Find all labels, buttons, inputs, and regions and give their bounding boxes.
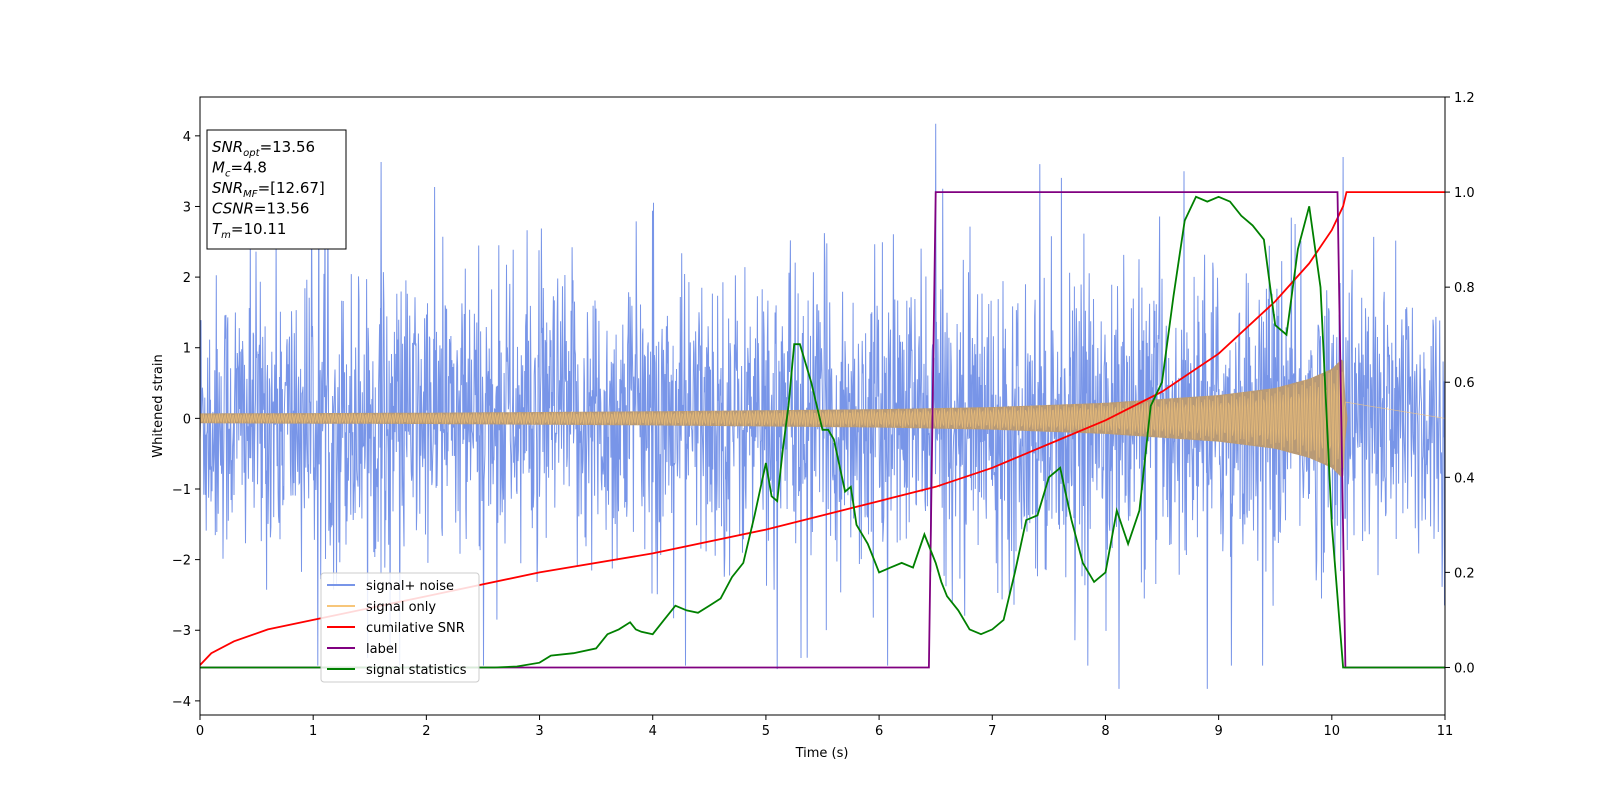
y-left-tick-label: 1 <box>183 342 191 357</box>
x-tick-label: 11 <box>1437 724 1454 739</box>
x-tick-label: 3 <box>535 724 543 739</box>
y-right-tick-label: 0.2 <box>1454 566 1475 581</box>
y-left-tick-label: 4 <box>183 130 191 145</box>
legend-frame <box>320 572 480 683</box>
series-signal-noise <box>200 123 1445 689</box>
x-tick-label: 2 <box>422 724 430 739</box>
x-tick-label: 7 <box>988 724 996 739</box>
y-left-tick-label: 3 <box>183 200 191 215</box>
x-tick-label: 6 <box>875 724 883 739</box>
annotation-line: CSNR=13.56 <box>212 200 309 218</box>
legend-label: cumilative SNR <box>366 621 465 636</box>
legend-label: signal only <box>366 600 436 615</box>
y-right-tick-label: 0.0 <box>1454 661 1475 676</box>
series-layer <box>200 123 1445 689</box>
y-right-tick-label: 0.8 <box>1454 281 1475 296</box>
legend-label: label <box>366 642 397 657</box>
series-cumilative-snr <box>200 191 1445 666</box>
annotation-frame <box>206 129 347 250</box>
x-axis-title: Time (s) <box>795 746 849 761</box>
y-left-tick-label: 0 <box>183 412 191 427</box>
x-tick-label: 9 <box>1214 724 1222 739</box>
y-right-tick-label: 0.4 <box>1454 471 1475 486</box>
axis-layer: 0 1 2 3 4 5 6 7 8 9 10 11 −4 −3 −2 −1 0 1 2 3 4 0.0 0.2 0.4 0.6 0… <box>172 91 1475 739</box>
y-right-tick-label: 1.2 <box>1454 91 1475 106</box>
y-right-tick-label: 0.6 <box>1454 376 1475 391</box>
legend-label: signal+ noise <box>366 579 454 594</box>
x-tick-label: 4 <box>649 724 657 739</box>
y-left-tick-label: −3 <box>172 624 191 639</box>
annotation-line: Tm=10.11 <box>212 220 286 241</box>
y-right-tick-label: 1.0 <box>1454 186 1475 201</box>
plot-frame <box>199 96 1446 716</box>
series-signal-only <box>200 361 1445 471</box>
x-tick-label: 8 <box>1101 724 1109 739</box>
x-tick-label: 10 <box>1324 724 1341 739</box>
y-left-tick-label: 2 <box>183 271 191 286</box>
annotation-box: SNRopt=13.56Mc=4.8SNRMF=[12.67]CSNR=13.5… <box>206 129 347 250</box>
annotation-line: SNRMF=[12.67] <box>212 179 325 200</box>
legend: signal+ noise signal only cumilative SNR la… <box>320 572 480 683</box>
legend-label: signal statistics <box>366 663 467 678</box>
x-tick-label: 1 <box>309 724 317 739</box>
annotation-line: SNRopt=13.56 <box>212 138 315 159</box>
y-axis-title: Whitened strain <box>151 354 166 457</box>
x-tick-label: 0 <box>196 724 204 739</box>
series-signal-statistics <box>200 195 1445 669</box>
annotation-line: Mc=4.8 <box>212 159 267 180</box>
y-left-tick-label: −1 <box>172 483 191 498</box>
y-left-tick-label: −2 <box>172 554 191 569</box>
y-left-tick-label: −4 <box>172 695 191 710</box>
x-tick-label: 5 <box>762 724 770 739</box>
